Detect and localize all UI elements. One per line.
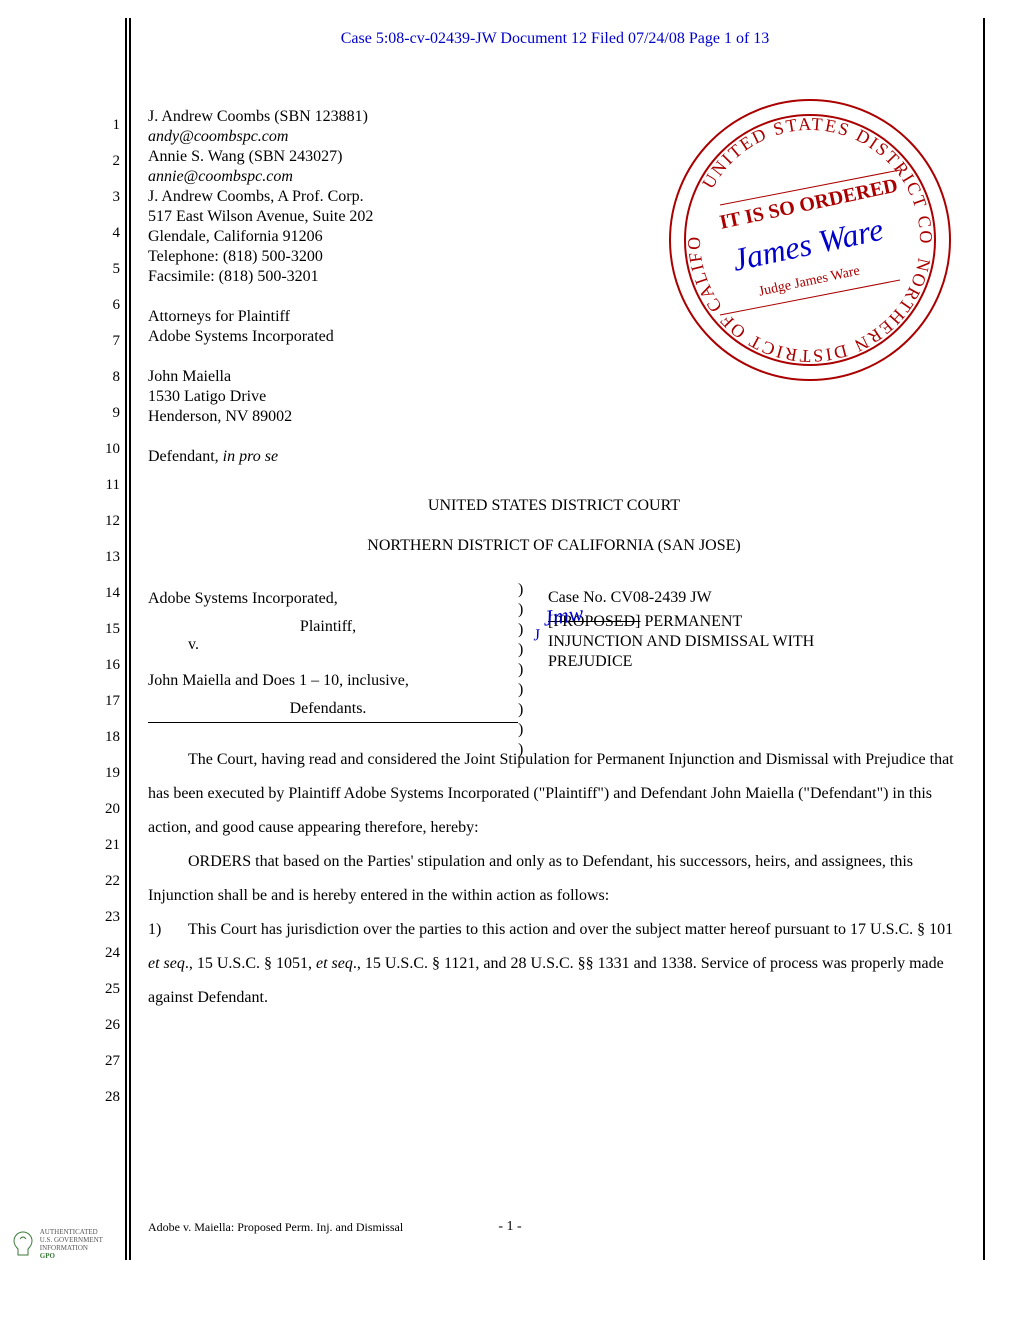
caption-right: Case No. CV08-2439 JW [PROPOSED] PERMANE… <box>548 588 814 672</box>
court-district: NORTHERN DISTRICT OF CALIFORNIA (SAN JOS… <box>148 537 960 555</box>
plaintiff-label: Plaintiff, <box>178 618 478 636</box>
plaintiff-name: Adobe Systems Incorporated, <box>148 590 518 608</box>
authentication-seal: AUTHENTICATED U.S. GOVERNMENT INFORMATIO… <box>8 1228 118 1260</box>
case-header: Case 5:08-cv-02439-JW Document 12 Filed … <box>190 30 920 48</box>
line-number: 20 <box>95 791 120 827</box>
line-number: 25 <box>95 971 120 1007</box>
line-numbers: 1 2 3 4 5 6 7 8 9 10 11 12 13 14 15 16 1… <box>95 107 120 1115</box>
judge-initials: J <box>532 626 542 647</box>
line-number: 17 <box>95 683 120 719</box>
attorney-telephone: Telephone: (818) 500-3200 <box>148 247 960 267</box>
line-number: 24 <box>95 935 120 971</box>
case-number: Case No. CV08-2439 JW <box>548 588 814 608</box>
order-title: [PROPOSED] PERMANENT <box>548 612 814 632</box>
line-number: 21 <box>95 827 120 863</box>
line-number: 11 <box>95 467 120 503</box>
body-paragraph: The Court, having read and considered th… <box>148 743 960 845</box>
order-title: PREJUDICE <box>548 652 814 672</box>
body-paragraph: 1)This Court has jurisdiction over the p… <box>148 913 960 1015</box>
line-number: 13 <box>95 539 120 575</box>
line-number: 1 <box>95 107 120 143</box>
gpo-eagle-icon <box>8 1229 38 1259</box>
line-number: 3 <box>95 179 120 215</box>
auth-text: INFORMATION <box>40 1244 103 1252</box>
attorney-address: 517 East Wilson Avenue, Suite 202 <box>148 207 960 227</box>
judge-initials: Jmw <box>542 603 585 628</box>
attorney-block: J. Andrew Coombs (SBN 123881) andy@coomb… <box>148 107 960 467</box>
line-number: 8 <box>95 359 120 395</box>
attorney-address: Glendale, California 91206 <box>148 227 960 247</box>
line-number: 7 <box>95 323 120 359</box>
defendant-caption-name: John Maiella and Does 1 – 10, inclusive, <box>148 672 518 690</box>
line-number: 2 <box>95 143 120 179</box>
attorney-for-client: Adobe Systems Incorporated <box>148 327 960 347</box>
caption-underline <box>148 722 518 723</box>
attorney-for: Attorneys for Plaintiff <box>148 307 960 327</box>
court-title: UNITED STATES DISTRICT COURT NORTHERN DI… <box>148 497 960 555</box>
defendant-name: John Maiella <box>148 367 960 387</box>
attorney-name: Annie S. Wang (SBN 243027) <box>148 147 960 167</box>
order-title: INJUNCTION AND DISMISSAL WITH <box>548 632 814 652</box>
auth-text: GPO <box>40 1252 103 1260</box>
line-number: 12 <box>95 503 120 539</box>
attorney-email: andy@coombspc.com <box>148 127 960 147</box>
line-number: 27 <box>95 1043 120 1079</box>
court-name: UNITED STATES DISTRICT COURT <box>148 497 960 515</box>
line-number: 26 <box>95 1007 120 1043</box>
attorney-name: J. Andrew Coombs (SBN 123881) <box>148 107 960 127</box>
line-number: 6 <box>95 287 120 323</box>
defendant-label: Defendant, in pro se <box>148 447 960 467</box>
page-number: - 1 - <box>0 1219 1020 1235</box>
line-number: 23 <box>95 899 120 935</box>
attorney-email: annie@coombspc.com <box>148 167 960 187</box>
defendant-address: Henderson, NV 89002 <box>148 407 960 427</box>
line-number: 19 <box>95 755 120 791</box>
body-paragraph: ORDERS that based on the Parties' stipul… <box>148 845 960 913</box>
line-number: 15 <box>95 611 120 647</box>
page-container: Case 5:08-cv-02439-JW Document 12 Filed … <box>0 0 1020 1320</box>
line-number: 4 <box>95 215 120 251</box>
attorney-facsimile: Facsimile: (818) 500-3201 <box>148 267 960 287</box>
line-number: 28 <box>95 1079 120 1115</box>
attorney-firm: J. Andrew Coombs, A Prof. Corp. <box>148 187 960 207</box>
content-area: J. Andrew Coombs (SBN 123881) andy@coomb… <box>148 107 960 1015</box>
right-rule-line <box>983 18 985 1260</box>
double-rule-line <box>125 18 131 1260</box>
line-number: 18 <box>95 719 120 755</box>
line-number: 5 <box>95 251 120 287</box>
auth-text: AUTHENTICATED <box>40 1228 103 1236</box>
auth-text: U.S. GOVERNMENT <box>40 1236 103 1244</box>
defendant-address: 1530 Latigo Drive <box>148 387 960 407</box>
line-number: 22 <box>95 863 120 899</box>
line-number: 14 <box>95 575 120 611</box>
caption-left: Adobe Systems Incorporated, Plaintiff, v… <box>148 580 518 723</box>
line-number: 10 <box>95 431 120 467</box>
line-number: 9 <box>95 395 120 431</box>
defendants-label: Defendants. <box>178 700 478 718</box>
body-text: The Court, having read and considered th… <box>148 743 960 1015</box>
line-number: 16 <box>95 647 120 683</box>
case-caption: Adobe Systems Incorporated, Plaintiff, v… <box>148 580 960 723</box>
versus-label: v. <box>188 636 518 654</box>
caption-parens: ))))))))) <box>518 580 523 760</box>
